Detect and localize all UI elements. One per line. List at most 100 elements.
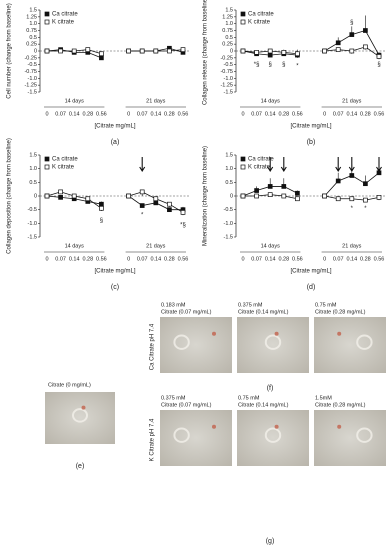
legend-label: Ca citrate (248, 157, 274, 163)
image-caption: 0.75 mM (238, 395, 260, 401)
data-point (335, 40, 341, 46)
data-point (71, 48, 77, 54)
group-label: 21 days (146, 243, 166, 249)
data-point (139, 189, 145, 195)
photo (237, 410, 309, 466)
group-label: 14 days (65, 243, 85, 249)
annotation: * (351, 206, 354, 212)
data-point (363, 181, 368, 187)
photo-spot (274, 331, 279, 336)
data-point (240, 193, 246, 199)
x-tick-label: 0.56 (178, 256, 189, 262)
data-point (335, 196, 341, 202)
data-point (180, 47, 186, 52)
data-point (349, 173, 355, 178)
x-tick-label: 0.14 (150, 111, 161, 117)
x-tick-label: 0 (241, 256, 244, 262)
data-point (349, 196, 355, 202)
legend-marker (240, 11, 246, 17)
photo-spot (264, 334, 282, 350)
data-point (58, 195, 63, 200)
data-point (44, 193, 50, 199)
legend-label: K citrate (248, 20, 271, 26)
data-point (99, 55, 104, 61)
y-tick-label: -1.0 (28, 221, 37, 227)
row-label: Ca Citrate pH 7.4 (150, 323, 156, 370)
x-tick-label: 0.07 (55, 256, 66, 262)
y-tick-label: 0.5 (225, 180, 233, 186)
y-tick-label: 0 (230, 193, 233, 199)
group-label: 21 days (342, 243, 362, 249)
data-point (295, 51, 300, 57)
annotation: * (364, 206, 367, 212)
photo (314, 410, 386, 466)
y-tick-label: 1.25 (222, 14, 233, 20)
annotation: *§ (254, 62, 260, 68)
y-tick-label: -1.25 (24, 83, 37, 89)
photo-spot (72, 408, 88, 423)
x-tick-label: 0.28 (278, 111, 289, 117)
data-point (153, 200, 159, 206)
x-tick-label: 0.28 (82, 111, 93, 117)
x-tick-label: 0 (45, 111, 48, 117)
image-caption: Citrate (0.14 mg/mL) (238, 402, 289, 408)
x-tick-label: 0.14 (346, 111, 357, 117)
arrow (348, 157, 355, 173)
data-point (349, 32, 355, 37)
y-tick-label: -0.25 (220, 55, 233, 61)
x-tick-label: 0.07 (251, 256, 262, 262)
arrow (280, 157, 287, 173)
y-axis-label: Collagen release (change from baseline) (203, 0, 209, 105)
photo-spot (337, 331, 342, 336)
data-point (85, 47, 91, 52)
data-point (376, 54, 382, 59)
x-tick-label: 0.28 (164, 111, 175, 117)
group-label: 14 days (261, 243, 281, 249)
photo-spot (356, 334, 373, 350)
annotation: § (377, 62, 380, 68)
data-point (139, 203, 145, 208)
data-point (267, 48, 273, 54)
annotation: § (100, 218, 103, 224)
annotation: * (296, 64, 299, 70)
photo-spot (81, 405, 86, 410)
legend-label: K citrate (248, 165, 271, 171)
data-point (363, 28, 368, 33)
data-point (126, 193, 131, 199)
x-tick-label: 0 (241, 111, 244, 117)
y-tick-label: -1.0 (28, 76, 37, 82)
y-tick-label: 1.0 (225, 21, 233, 27)
arrow (335, 157, 342, 173)
data-point (349, 48, 355, 54)
x-tick-label: 0.07 (137, 111, 148, 117)
x-tick-label: 0.14 (346, 256, 357, 262)
data-point (295, 196, 300, 202)
data-point (322, 193, 327, 199)
legend-marker (44, 11, 50, 17)
data-point (71, 193, 77, 199)
photo-spot (173, 334, 190, 350)
photo (45, 392, 115, 444)
panel-label: (f) (267, 385, 274, 392)
legend-label: K citrate (52, 20, 75, 26)
legend-label: Ca citrate (248, 12, 274, 18)
y-tick-label: 0.5 (225, 35, 233, 41)
x-tick-label: 0.07 (251, 111, 262, 117)
photo-spot (274, 424, 279, 429)
y-tick-label: 0.75 (26, 28, 37, 34)
data-point (180, 210, 186, 215)
image-caption: 0.183 mM (161, 302, 186, 308)
x-tick-label: 0.56 (96, 111, 107, 117)
y-tick-label: 1.0 (29, 21, 37, 27)
x-tick-label: 0.14 (150, 256, 161, 262)
data-point (167, 207, 172, 213)
row-label: K Citrate pH 7.4 (150, 418, 156, 461)
y-tick-label: -1.5 (28, 89, 37, 95)
y-tick-label: 0.5 (29, 35, 37, 41)
y-tick-label: 0 (34, 193, 37, 199)
y-tick-label: -0.5 (224, 62, 233, 68)
y-tick-label: 0.25 (26, 42, 37, 48)
x-tick-label: 0.56 (374, 111, 385, 117)
x-tick-label: 0.07 (333, 256, 344, 262)
data-point (167, 201, 172, 207)
